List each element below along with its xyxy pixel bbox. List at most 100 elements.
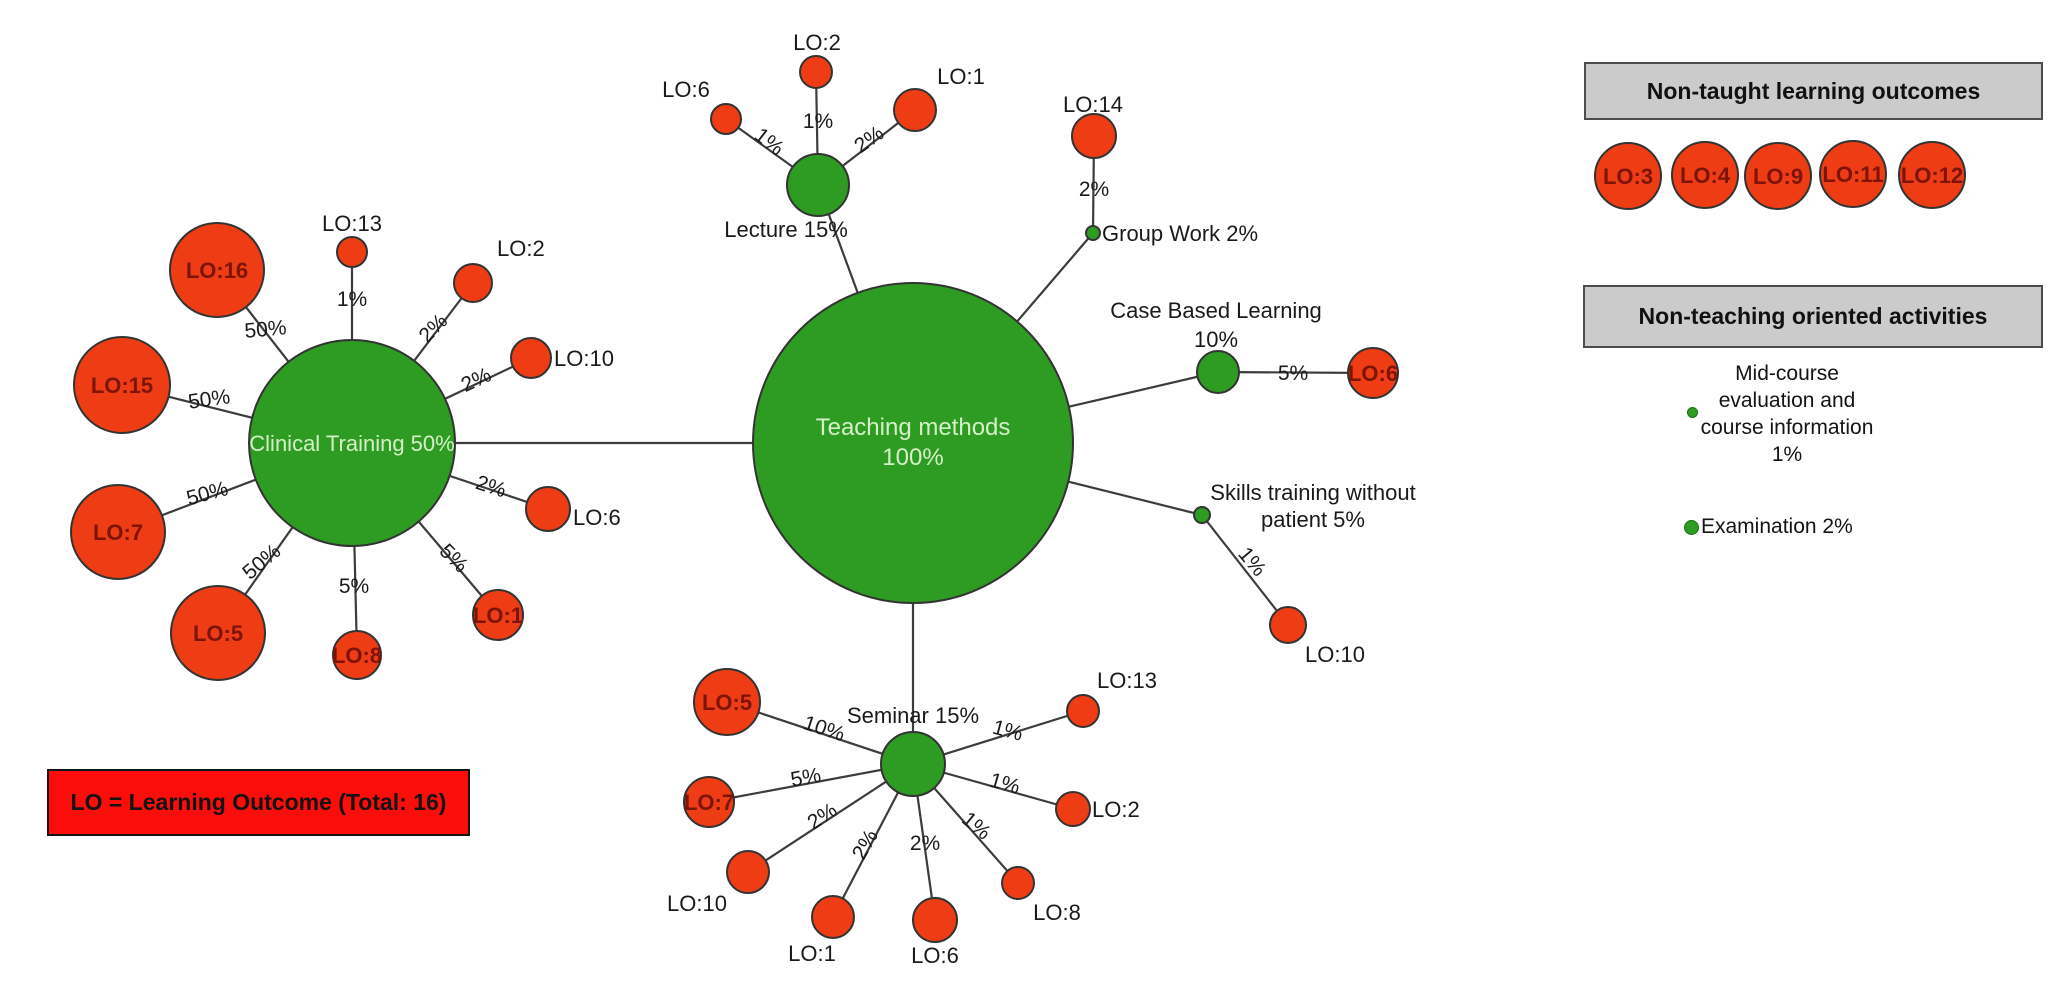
method-node-teaching — [752, 282, 1074, 604]
activity-examination-label: Examination 2% — [1701, 515, 1853, 538]
node-label-seminar: Seminar 15% — [847, 703, 979, 728]
edge-percent-label: 1% — [337, 288, 367, 311]
edge-percent-label: 2% — [473, 471, 509, 502]
edge-percent-label: 2% — [1079, 178, 1109, 201]
edge-percent-label: 2% — [415, 310, 453, 348]
node-label-l14: LO:14 — [1063, 92, 1123, 117]
green-bullet-dot-icon — [1687, 407, 1698, 418]
panel-header-non-taught-outcomes: Non-taught learning outcomes — [1584, 62, 2043, 120]
node-label-c7: LO:7 — [93, 520, 143, 545]
edge-percent-label: 50% — [243, 316, 287, 343]
outcome-node-nt9 — [1744, 142, 1812, 210]
edge-percent-label: 1% — [750, 123, 788, 160]
method-node-gw — [1085, 225, 1101, 241]
edge-percent-label: 1% — [803, 110, 833, 133]
node-label-c6: LO:6 — [573, 505, 621, 530]
edge-seminar-se7 — [708, 762, 914, 804]
edge-percent-label: 10% — [800, 711, 847, 746]
edge-skills-sk10 — [1201, 514, 1289, 626]
node-label-nt11: LO:11 — [1822, 162, 1883, 187]
outcome-node-c1 — [472, 589, 524, 641]
outcome-node-le1 — [893, 88, 937, 132]
node-label-clinical: Clinical Training 50% — [249, 431, 454, 456]
outcome-node-c16 — [169, 222, 265, 318]
edge-percent-label: 50% — [184, 477, 231, 510]
outcome-node-se1 — [811, 895, 855, 939]
node-label-le1: LO:1 — [937, 64, 985, 89]
outcome-node-c7 — [70, 484, 166, 580]
panel-header-non-taught-title: Non-taught learning outcomes — [1646, 77, 1981, 104]
outcome-node-c13 — [336, 236, 368, 268]
outcome-node-cb6 — [1347, 347, 1399, 399]
node-label-c10: LO:10 — [554, 346, 614, 371]
node-label-se2: LO:2 — [1092, 797, 1140, 822]
node-label-c13: LO:13 — [322, 211, 382, 236]
node-label-se7: LO:7 — [684, 790, 734, 815]
edge-percent-label: 2% — [850, 122, 888, 158]
node-label-c2: LO:2 — [497, 236, 545, 261]
node-label-nt9: LO:9 — [1753, 164, 1803, 189]
node-label-c5: LO:5 — [193, 621, 243, 646]
node-label-se5: LO:5 — [702, 690, 752, 715]
outcome-node-nt11 — [1819, 140, 1887, 208]
edge-percent-label: 2% — [803, 799, 841, 835]
node-label-cbl: Case Based Learning 10% — [1110, 298, 1322, 352]
outcome-node-se8 — [1001, 866, 1035, 900]
node-label-se13: LO:13 — [1097, 668, 1157, 693]
edge-percent-label: 5% — [789, 764, 823, 792]
outcome-node-nt12 — [1898, 141, 1966, 209]
activity-item-mid-course: Mid-course evaluation and course informa… — [1667, 360, 1907, 468]
node-label-teaching: Teaching methods 100% — [816, 414, 1011, 471]
node-label-se8: LO:8 — [1033, 900, 1081, 925]
edge-percent-label: 2% — [910, 832, 940, 855]
outcome-node-le2 — [799, 55, 833, 89]
node-label-se10: LO:10 — [667, 891, 727, 916]
green-bullet-dot-icon — [1684, 519, 1699, 535]
method-node-clinical — [248, 339, 456, 547]
edge-percent-label: 5% — [1278, 362, 1308, 385]
outcome-node-le6 — [710, 103, 742, 135]
method-node-cbl — [1196, 350, 1240, 394]
outcome-node-nt3 — [1594, 142, 1662, 210]
outcome-node-se7 — [683, 776, 735, 828]
node-label-nt3: LO:3 — [1603, 164, 1653, 189]
edge-percent-label: 1% — [990, 716, 1025, 746]
outcome-node-se10 — [726, 850, 770, 894]
outcome-node-nt4 — [1671, 141, 1739, 209]
outcome-node-c5 — [170, 585, 266, 681]
activity-mid-course-line3: course information — [1700, 416, 1874, 439]
method-node-skills — [1193, 506, 1211, 524]
panel-header-non-teaching-activities: Non-teaching oriented activities — [1583, 285, 2043, 348]
activity-mid-course-line1: Mid-course — [1735, 362, 1839, 385]
node-label-gw: Group Work 2% — [1102, 221, 1258, 246]
edge-percent-label: 50% — [187, 385, 232, 414]
node-label-cb6: LO:6 — [1348, 361, 1398, 386]
activity-mid-course-percent: 1% — [1771, 443, 1803, 466]
outcome-node-c8 — [332, 630, 382, 680]
outcome-node-l14 — [1071, 113, 1117, 159]
outcome-node-se2 — [1055, 791, 1091, 827]
node-label-c15: LO:15 — [91, 373, 153, 398]
activity-item-examination: Examination 2% — [1684, 515, 1853, 539]
node-label-sk10: LO:10 — [1305, 642, 1365, 667]
edge-percent-label: 5% — [339, 575, 369, 598]
lo-legend-box: LO = Learning Outcome (Total: 16) — [47, 769, 470, 836]
outcome-node-c10 — [510, 337, 552, 379]
edge-percent-label: 2% — [458, 363, 495, 397]
node-label-lecture: Lecture 15% — [724, 217, 848, 242]
edge-percent-label: 5% — [435, 540, 473, 578]
method-node-lecture — [786, 153, 850, 217]
edge-percent-label: 1% — [1233, 543, 1270, 581]
outcome-node-se5 — [693, 668, 761, 736]
node-label-le6: LO:6 — [662, 77, 710, 102]
node-label-nt12: LO:12 — [1901, 163, 1963, 188]
outcome-node-se6 — [912, 897, 958, 943]
panel-header-activities-title: Non-teaching oriented activities — [1638, 303, 1988, 329]
node-label-c8: LO:8 — [332, 643, 382, 668]
outcome-node-c6 — [525, 486, 571, 532]
edge-percent-label: 1% — [957, 807, 995, 844]
node-label-skills: Skills training without patient 5% — [1210, 480, 1415, 532]
outcome-node-sk10 — [1269, 606, 1307, 644]
